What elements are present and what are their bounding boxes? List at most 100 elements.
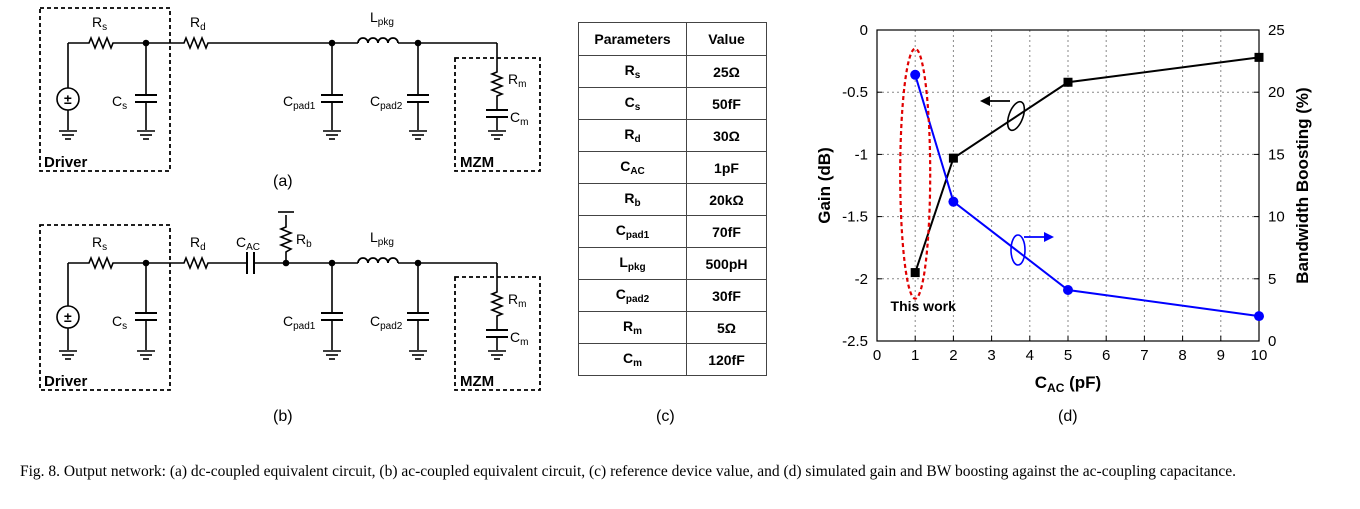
x-axis-label-unit: (pF)	[1064, 373, 1101, 392]
series-line-right	[914, 74, 1260, 318]
panel-label-d: (d)	[1058, 408, 1078, 425]
x-axis-label-sub: AC	[1047, 381, 1065, 395]
label-lpkg-a: Lpkg	[370, 9, 394, 28]
y-left-tick-label: 0	[860, 22, 868, 39]
data-point-square	[1254, 52, 1264, 62]
label-rm-b: Rm	[508, 291, 526, 310]
parameter-subscript: d	[634, 134, 641, 145]
this-work-ellipse	[899, 47, 932, 300]
label-rd-b: Rd	[190, 234, 206, 253]
label-cpad1-a: Cpad1	[283, 93, 316, 112]
parameter-subscript: m	[633, 358, 643, 369]
x-axis-label: CAC (pF)	[1035, 373, 1101, 395]
panel-label-c: (c)	[656, 408, 675, 425]
table-row: Lpkg 500pH	[578, 247, 767, 280]
label-cm-a: Cm	[510, 109, 528, 128]
parameter-name-cell: Cpad1	[578, 215, 687, 248]
label-cpad2-b: Cpad2	[370, 313, 403, 332]
label-cm-b: Cm	[510, 329, 528, 348]
parameter-symbol: R	[622, 318, 634, 334]
label-rs-b: Rs	[92, 234, 107, 253]
parameter-symbol: C	[615, 222, 626, 238]
parameter-value-cell: 50fF	[686, 87, 767, 120]
parameter-name-cell: Rm	[578, 311, 687, 344]
table-row: Rs 25Ω	[578, 55, 767, 88]
left-arrow-head-icon	[980, 96, 990, 106]
data-point-circle	[948, 196, 959, 207]
x-tick-label: 3	[987, 347, 995, 364]
parameter-symbol: C	[615, 286, 626, 302]
parameter-subscript: s	[634, 102, 641, 113]
data-point-square	[948, 153, 958, 163]
panel-label-b: (b)	[273, 408, 293, 425]
parameter-subscript: b	[634, 198, 641, 209]
y-right-axis-label: Bandwidth Boosting (%)	[1293, 87, 1312, 283]
circuit-diagrams: ± Rs Cs Rd Lpkg Cpad1 Cpad2 Rm Cm Driver…	[39, 7, 541, 391]
parameter-subscript: m	[633, 326, 643, 337]
source-symbol-a: ±	[64, 91, 72, 107]
gain-bw-chart: 0 1 2 3 4 5 6 7 8 9 100-0.5-1-1.5-2-2.52520151050C…	[815, 22, 1312, 395]
x-tick-label: 2	[949, 347, 957, 364]
x-tick-label: 10	[1251, 347, 1268, 364]
driver-label-a: Driver	[44, 154, 88, 171]
circuit-a	[39, 7, 541, 172]
x-tick-label: 1	[911, 347, 919, 364]
x-tick-label: 6	[1102, 347, 1110, 364]
table-row: Cm 120fF	[578, 343, 767, 376]
parameter-table: Parameters Value Rs 25Ω Cs 50fF Rd 30Ω CAC 1pF R…	[578, 22, 767, 376]
parameter-name-cell: Rb	[578, 183, 687, 216]
parameter-symbol: C	[624, 94, 635, 110]
figure-caption: Fig. 8. Output network: (a) dc-coupled e…	[20, 463, 1236, 480]
table-row: Cs 50fF	[578, 87, 767, 120]
parameter-value-cell: 70fF	[686, 215, 767, 248]
parameter-symbol: R	[624, 126, 635, 142]
parameter-subscript: s	[634, 70, 641, 81]
x-tick-label: 0	[873, 347, 881, 364]
parameter-value-cell: 500pH	[686, 247, 767, 280]
driver-box-b	[39, 224, 171, 391]
parameter-value-cell: 30fF	[686, 279, 767, 312]
parameter-value-cell: 5Ω	[686, 311, 767, 344]
y-right-tick-label: 0	[1268, 333, 1276, 350]
table-row: Cpad1 70fF	[578, 215, 767, 248]
parameter-symbol: L	[619, 254, 628, 270]
parameter-symbol: C	[622, 350, 634, 366]
x-tick-label: 4	[1026, 347, 1034, 364]
parameter-subscript: AC	[630, 166, 645, 177]
parameter-symbol: R	[624, 62, 635, 78]
label-rd-a: Rd	[190, 14, 206, 33]
label-cpad2-a: Cpad2	[370, 93, 403, 112]
y-left-tick-label: -2	[855, 271, 868, 288]
data-point-square	[1063, 77, 1073, 87]
x-tick-label: 9	[1217, 347, 1225, 364]
y-right-tick-label: 5	[1268, 271, 1276, 288]
bw-axis-indicator-ellipse	[1010, 234, 1026, 266]
label-lpkg-b: Lpkg	[370, 229, 394, 248]
parameter-value-cell: 120fF	[686, 343, 767, 376]
parameter-subscript: pad2	[625, 294, 650, 305]
circuit-b	[39, 211, 541, 391]
table-row: Rb 20kΩ	[578, 183, 767, 216]
parameter-name-cell: CAC	[578, 151, 687, 184]
label-cac-b: CAC	[236, 234, 260, 253]
x-tick-label: 7	[1140, 347, 1148, 364]
parameter-subscript: pad1	[625, 230, 650, 241]
y-right-tick-label: 25	[1268, 22, 1285, 39]
x-tick-label: 5	[1064, 347, 1072, 364]
series-line-left	[914, 56, 1260, 273]
y-left-tick-label: -1	[855, 146, 868, 163]
parameter-value-cell: 20kΩ	[686, 183, 767, 216]
label-rb-b: Rb	[296, 231, 312, 250]
parameter-name-cell: Lpkg	[578, 247, 687, 280]
data-point-square	[910, 268, 920, 278]
driver-box-a	[39, 7, 171, 172]
parameter-value-cell: 25Ω	[686, 55, 767, 88]
table-header-value: Value	[686, 22, 767, 56]
parameter-symbol: C	[620, 158, 631, 174]
parameter-name-cell: Cs	[578, 87, 687, 120]
this-work-label: This work	[891, 298, 957, 314]
y-left-axis-label: Gain (dB)	[815, 147, 834, 224]
y-left-tick-label: -2.5	[842, 333, 868, 350]
y-right-tick-label: 20	[1268, 84, 1285, 101]
parameter-symbol: R	[624, 190, 635, 206]
